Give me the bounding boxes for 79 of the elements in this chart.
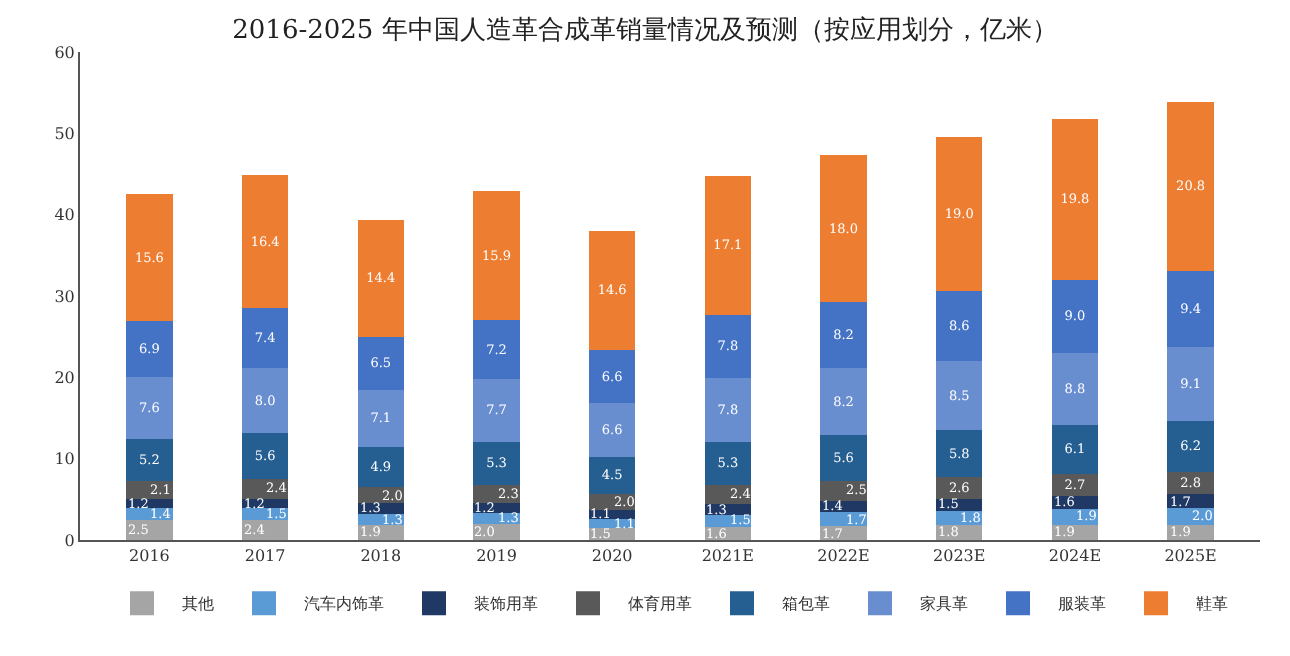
bar — [589, 457, 636, 494]
x-tick-label: 2017 — [244, 547, 286, 566]
bar — [473, 441, 520, 485]
bar — [357, 389, 404, 448]
y-tick-label: 10 — [54, 450, 75, 469]
bar — [241, 174, 289, 309]
y-tick-label: 20 — [54, 368, 75, 387]
chart-title: 2016-2025 年中国人造革合成革销量情况及预测（按应用划分，亿米） — [232, 13, 1058, 46]
bar — [1167, 101, 1214, 271]
bar — [820, 512, 867, 527]
y-tick-label: 0 — [64, 531, 75, 550]
bar — [357, 447, 404, 488]
bar — [1051, 509, 1099, 525]
x-tick-label: 2016 — [129, 547, 170, 566]
y-tick-label: 30 — [54, 287, 75, 306]
bar — [126, 519, 173, 540]
bar — [704, 378, 751, 442]
bar — [704, 175, 751, 315]
bar — [1051, 424, 1099, 475]
bar — [126, 321, 173, 378]
bar — [241, 520, 289, 540]
bar — [241, 433, 289, 479]
y-tick-label: 60 — [54, 43, 75, 62]
bar — [1051, 352, 1099, 425]
bar — [473, 513, 520, 524]
y-tick-label: 50 — [54, 124, 75, 143]
bar — [241, 479, 289, 499]
bar — [589, 230, 636, 350]
bar — [820, 368, 867, 436]
legend-label: 汽车内饰革 — [304, 595, 384, 614]
bar — [1167, 508, 1214, 525]
bar — [357, 219, 404, 337]
y-tick-label: 40 — [54, 206, 75, 225]
bar — [1167, 270, 1214, 348]
x-tick-label: 2018 — [360, 547, 402, 566]
legend-label: 鞋革 — [1196, 595, 1228, 614]
bar — [473, 191, 520, 321]
bar — [1051, 118, 1099, 280]
legend-label: 其他 — [182, 595, 214, 614]
bar — [704, 314, 751, 379]
x-tick-label: 2024E — [1048, 547, 1102, 566]
bar — [820, 301, 867, 369]
x-tick-label: 2022E — [817, 547, 871, 566]
bar — [820, 526, 867, 540]
x-tick-label: 2025E — [1164, 547, 1218, 566]
bar — [357, 336, 404, 390]
bar — [241, 368, 289, 434]
bar — [704, 441, 751, 485]
bar — [126, 377, 173, 440]
bar — [1051, 474, 1099, 497]
x-tick-label: 2019 — [476, 547, 517, 566]
bar — [820, 435, 867, 481]
bar — [473, 378, 520, 442]
bar — [936, 361, 983, 431]
bar — [820, 155, 867, 302]
bar — [473, 320, 520, 379]
bar — [126, 439, 173, 482]
bar — [1167, 494, 1214, 509]
bar — [126, 194, 173, 322]
legend-label: 服装革 — [1058, 595, 1106, 614]
bar — [126, 481, 173, 499]
x-tick-label: 2021E — [701, 547, 755, 566]
legend-label: 装饰用革 — [474, 595, 538, 614]
bar — [1051, 279, 1099, 353]
bar — [936, 477, 983, 499]
bar — [936, 430, 983, 478]
legend-label: 箱包革 — [782, 595, 830, 614]
bar — [126, 508, 173, 520]
x-tick-label: 2020 — [591, 547, 633, 566]
bar — [1167, 421, 1214, 472]
legend-label: 家具革 — [920, 595, 968, 614]
bar — [936, 291, 983, 362]
bar — [241, 308, 289, 369]
bar — [1167, 347, 1214, 422]
x-tick-label: 2023E — [933, 547, 986, 566]
bar — [589, 403, 636, 458]
legend-label: 体育用革 — [628, 595, 692, 614]
bar — [589, 349, 636, 404]
bar — [936, 136, 983, 292]
